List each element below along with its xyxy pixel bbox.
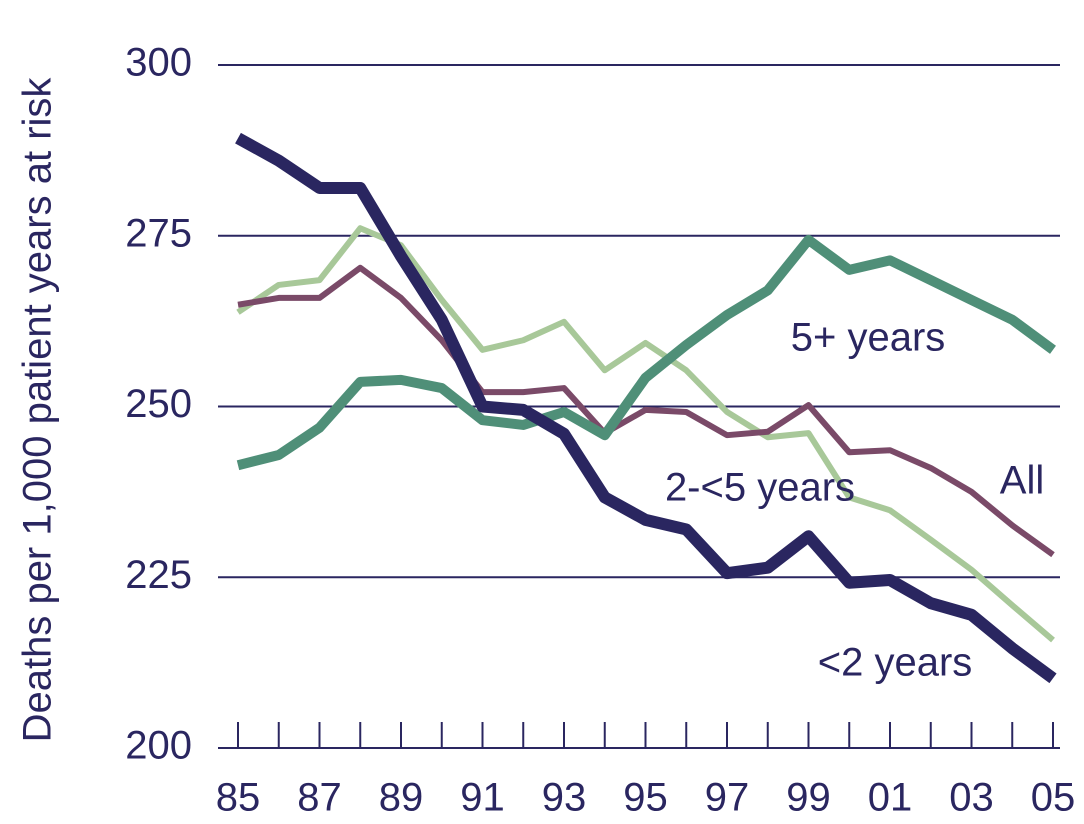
series-label: 2-<5 years [665, 466, 855, 510]
series-label: 5+ years [791, 316, 946, 360]
x-tick-label: 99 [786, 776, 831, 820]
x-tick-label: 97 [705, 776, 750, 820]
x-tick-label: 05 [1031, 776, 1076, 820]
y-tick-label: 275 [125, 211, 192, 255]
x-tick-label: 87 [297, 776, 342, 820]
series-line [236, 225, 1055, 643]
y-tick-label: 225 [125, 553, 192, 597]
x-tick-label: 93 [542, 776, 587, 820]
x-tick-label: 03 [949, 776, 994, 820]
y-tick-label: 250 [125, 382, 192, 426]
series-line [235, 132, 1057, 684]
series-label: All [1000, 459, 1044, 503]
series-line [237, 264, 1055, 558]
y-axis-label: Deaths per 1,000 patient years at risk [16, 77, 60, 743]
x-tick-label: 89 [379, 776, 424, 820]
x-tick-label: 85 [216, 776, 261, 820]
series-line [236, 234, 1056, 471]
x-tick-label: 01 [868, 776, 913, 820]
y-tick-label: 300 [125, 41, 192, 85]
series-label: <2 years [818, 641, 973, 685]
y-tick-label: 200 [125, 724, 192, 768]
x-tick-label: 91 [460, 776, 505, 820]
x-tick-label: 95 [623, 776, 668, 820]
